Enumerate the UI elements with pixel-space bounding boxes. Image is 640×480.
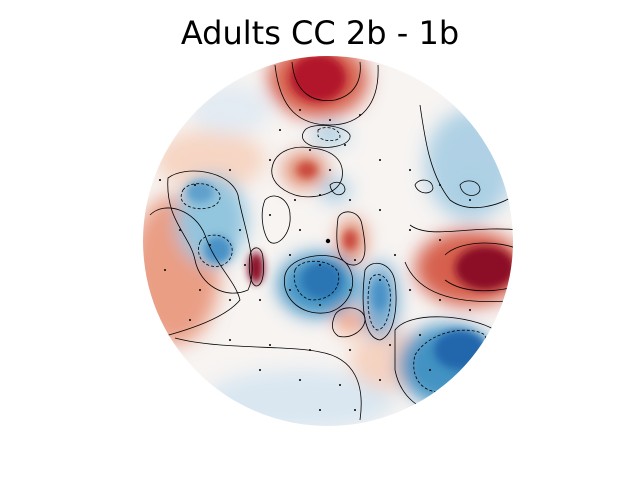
contour-center-blue bbox=[283, 255, 354, 314]
chart-title: Adults CC 2b - 1b bbox=[180, 14, 460, 52]
contour-left-blue bbox=[167, 170, 253, 294]
contour-upper-center bbox=[271, 146, 343, 198]
blob-upper-blue bbox=[312, 125, 348, 145]
contour-right-inner bbox=[444, 242, 513, 292]
topomap-field bbox=[143, 56, 513, 426]
blob-right-small-blue bbox=[452, 175, 488, 205]
dashed-upper-blue bbox=[317, 127, 341, 142]
contour-upper-right bbox=[419, 104, 513, 208]
core-lower-right-blue bbox=[434, 330, 486, 370]
contour-bottom bbox=[174, 337, 362, 421]
blob-mid-blue bbox=[320, 178, 350, 202]
contour-top-inner bbox=[291, 61, 361, 101]
field-cores bbox=[186, 56, 513, 370]
blob-top-left-blue bbox=[190, 85, 270, 135]
contour-left-center bbox=[261, 195, 291, 244]
core-top-red bbox=[290, 56, 346, 102]
core-left-blue bbox=[204, 236, 232, 264]
contour-right-upper bbox=[409, 224, 513, 233]
dashed-center-right bbox=[367, 274, 391, 331]
blob-upper-left-pink bbox=[155, 130, 265, 190]
core-center-blue bbox=[302, 262, 342, 298]
core-center-red bbox=[343, 230, 357, 250]
dashed-left-upper bbox=[180, 183, 221, 210]
core-left-upper-blue bbox=[186, 181, 214, 203]
contour-lower-center bbox=[331, 307, 366, 338]
contour-left-red bbox=[248, 247, 264, 287]
contour-right-small-blue bbox=[459, 180, 481, 196]
core-right-red bbox=[455, 246, 513, 290]
contour-right-small bbox=[414, 179, 434, 194]
contour-left bbox=[149, 207, 241, 341]
core-upper-center-red bbox=[297, 162, 317, 178]
contour-upper-blue bbox=[301, 125, 351, 148]
dashed-left bbox=[198, 234, 233, 267]
blob-lower-center-orange bbox=[335, 310, 365, 334]
core-left-red bbox=[248, 252, 264, 284]
dashed-center bbox=[293, 260, 340, 301]
core-center-right-blue bbox=[372, 279, 388, 311]
contour-top bbox=[274, 64, 379, 126]
contour-mid-blue bbox=[329, 181, 346, 196]
contour-lines bbox=[149, 61, 513, 421]
field-blobs bbox=[143, 56, 513, 426]
sensor-markers bbox=[159, 109, 471, 411]
contour-center-red bbox=[336, 211, 366, 266]
